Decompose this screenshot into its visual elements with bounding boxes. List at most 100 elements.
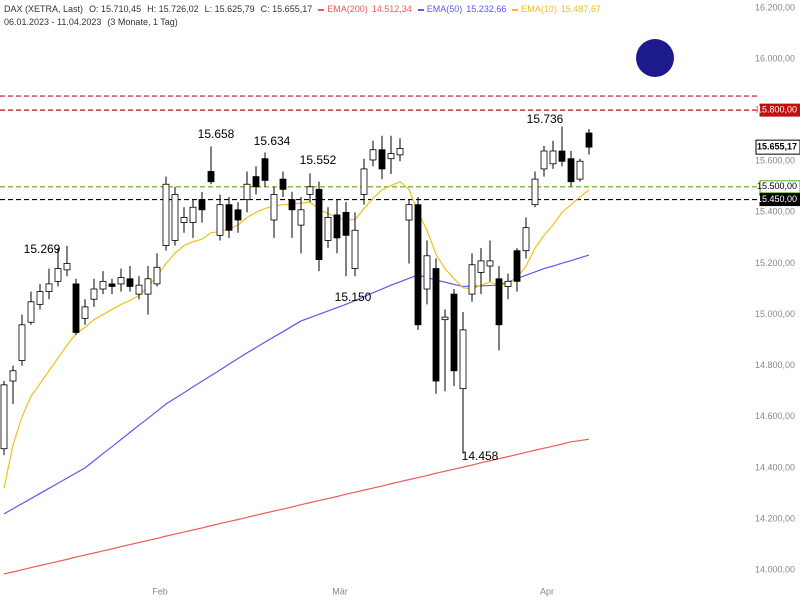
candle-body	[297, 209, 305, 226]
candle-body	[36, 291, 44, 305]
candle-body	[342, 211, 350, 236]
candle-body	[540, 150, 548, 170]
header-row: DAX (XETRA, Last) O: 15.710,45 H: 15.726…	[4, 3, 601, 16]
annotation: 15.269	[24, 242, 61, 256]
candle-body	[405, 204, 413, 221]
legend-name: EMA(200)	[327, 4, 368, 14]
candle-body	[279, 178, 287, 190]
candle-body	[531, 178, 539, 206]
ohlc-low: L: 15.625,79	[204, 4, 255, 14]
annotation: 15.634	[254, 134, 291, 148]
candle-body	[450, 293, 458, 372]
candle-body	[171, 194, 179, 241]
ohlc-high: H: 15.726,02	[147, 4, 199, 14]
candle-body	[216, 204, 224, 236]
ema-line	[3, 438, 590, 575]
candle-body	[477, 260, 485, 273]
marker-dot	[636, 39, 674, 77]
x-tick-label: Feb	[152, 586, 168, 596]
last-price-label: 15.655,17	[757, 142, 797, 152]
candle-body	[495, 278, 503, 326]
x-tick-label: Apr	[540, 586, 554, 596]
level-tag	[759, 103, 800, 117]
legend-value: 15.232,66	[466, 4, 507, 14]
ema-line	[3, 180, 590, 489]
y-tick-label: 15.600,00	[755, 156, 795, 166]
candle-body	[153, 266, 161, 285]
candle-body	[135, 284, 143, 295]
candle-body	[252, 176, 260, 188]
candle-body	[225, 204, 233, 231]
candle-body	[270, 194, 278, 221]
candle-body	[486, 260, 494, 267]
ohlc-close: C: 15.655,17	[260, 4, 313, 14]
y-tick-label: 15.000,00	[755, 309, 795, 319]
candle-body	[72, 283, 80, 333]
legend-name: EMA(50)	[426, 4, 463, 14]
candle-body	[522, 227, 530, 252]
legend-item: EMA(50) 15.232,66	[417, 3, 507, 16]
candle-body	[180, 217, 188, 223]
candle-body	[234, 209, 242, 221]
candle-body	[396, 148, 404, 156]
legend-item: EMA(200) 14.512,34	[318, 3, 412, 16]
candle-body	[207, 171, 215, 183]
legend: EMA(200) 14.512,34 EMA(50) 15.232,66 EMA(10)…	[318, 3, 601, 16]
level-tag	[759, 180, 800, 194]
y-tick-label: 15.400,00	[755, 207, 795, 217]
y-tick-label: 14.200,00	[755, 513, 795, 523]
candle-body	[81, 306, 89, 319]
candle-body	[144, 278, 152, 295]
legend-swatch	[318, 8, 325, 11]
candle-body	[198, 199, 206, 211]
candle-body	[324, 217, 332, 241]
candle-body	[243, 183, 251, 200]
candle-body	[513, 250, 521, 282]
candle-body	[369, 149, 377, 161]
candle-body	[27, 301, 35, 323]
ohlc-open: O: 15.710,45	[89, 4, 142, 14]
last-price-tag	[755, 139, 800, 155]
y-tick-label: 14.400,00	[755, 462, 795, 472]
candle-body	[432, 268, 440, 382]
date-span: (3 Monate, 1 Tag)	[107, 17, 178, 27]
y-tick-label: 16.000,00	[755, 53, 795, 63]
candle-body	[558, 150, 566, 162]
y-tick-label: 15.200,00	[755, 258, 795, 268]
y-tick-label: 16.200,00	[755, 2, 795, 12]
y-tick-label: 14.000,00	[755, 564, 795, 574]
candle-body	[0, 384, 8, 450]
candle-body	[162, 183, 170, 246]
annotation: 15.150	[335, 290, 372, 304]
date-range: 06.01.2023 - 11.04.2023	[4, 17, 102, 27]
level-label: 15.500,00	[757, 181, 797, 191]
candle-body	[378, 149, 386, 170]
candle-body	[306, 186, 314, 195]
candle-body	[468, 264, 476, 295]
candle-body	[567, 158, 575, 183]
annotation: 14.458	[462, 449, 499, 463]
candle-body	[90, 288, 98, 300]
annotation: 15.552	[300, 153, 337, 167]
candle-body	[315, 188, 323, 261]
x-tick-label: Mär	[332, 586, 348, 596]
candle-body	[261, 158, 269, 181]
level-label: 15.450,00	[757, 194, 797, 204]
legend-swatch	[417, 8, 424, 11]
ema-line	[3, 254, 590, 515]
candle-body	[387, 153, 395, 160]
y-tick-label: 14.800,00	[755, 360, 795, 370]
candle-body	[126, 278, 134, 287]
level-tag	[759, 193, 800, 207]
candle-body	[333, 214, 341, 239]
candle-body	[459, 329, 467, 390]
legend-value: 15.487,67	[560, 4, 601, 14]
candle-body	[351, 229, 359, 269]
level-label: 15.800,00	[757, 105, 797, 115]
annotation: 15.736	[527, 112, 564, 126]
candle-body	[189, 206, 197, 223]
candle-body	[360, 168, 368, 195]
candle-body	[63, 263, 71, 271]
